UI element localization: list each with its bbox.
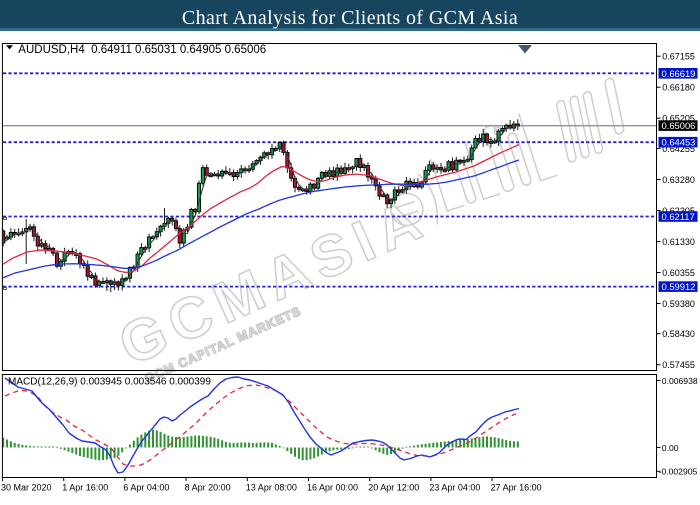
svg-text:0.57455: 0.57455 (662, 360, 695, 370)
svg-text:0.66619: 0.66619 (662, 68, 696, 79)
svg-text:0.64453: 0.64453 (662, 137, 696, 148)
svg-text:AUDUSD,H4 0.64911 0.65031 0.6: AUDUSD,H4 0.64911 0.65031 0.64905 0.6500… (18, 44, 266, 56)
svg-text:16 Apr 00:00: 16 Apr 00:00 (307, 483, 358, 493)
svg-text:13 Apr 08:00: 13 Apr 08:00 (246, 483, 297, 493)
svg-text:0.59912: 0.59912 (662, 281, 696, 292)
svg-text:0.006938: 0.006938 (662, 376, 698, 386)
svg-text:MACD(12,26,9) 0.003945 0.00354: MACD(12,26,9) 0.003945 0.003546 0.000399 (8, 377, 211, 388)
svg-text:0.67155: 0.67155 (662, 52, 695, 62)
svg-text:0.58430: 0.58430 (662, 329, 695, 339)
svg-text:0.65205: 0.65205 (662, 114, 695, 124)
svg-text:1 Apr 16:00: 1 Apr 16:00 (62, 483, 108, 493)
svg-text:Chart Analysis for Clients of: Chart Analysis for Clients of GCM Asia (182, 7, 518, 29)
svg-text:0.62117: 0.62117 (662, 211, 695, 222)
svg-text:0.59380: 0.59380 (662, 299, 695, 309)
svg-text:30 Mar 2020: 30 Mar 2020 (1, 483, 52, 493)
svg-text:0.63280: 0.63280 (662, 175, 695, 185)
svg-text:0.00: 0.00 (662, 443, 679, 453)
svg-text:0.66180: 0.66180 (662, 83, 695, 93)
svg-text:0.64255: 0.64255 (662, 144, 695, 154)
svg-text:0.62305: 0.62305 (662, 206, 695, 216)
svg-text:27 Apr 16:00: 27 Apr 16:00 (491, 483, 542, 493)
svg-text:6 Apr 04:00: 6 Apr 04:00 (123, 483, 169, 493)
svg-text:20 Apr 12:00: 20 Apr 12:00 (368, 483, 419, 493)
svg-text:0.61330: 0.61330 (662, 237, 695, 247)
svg-text:0.60355: 0.60355 (662, 268, 695, 278)
svg-text:0.65006: 0.65006 (662, 120, 696, 131)
svg-text:23 Apr 04:00: 23 Apr 04:00 (429, 483, 480, 493)
svg-text:8 Apr 20:00: 8 Apr 20:00 (185, 483, 231, 493)
svg-text:-0.002905: -0.002905 (659, 467, 698, 477)
